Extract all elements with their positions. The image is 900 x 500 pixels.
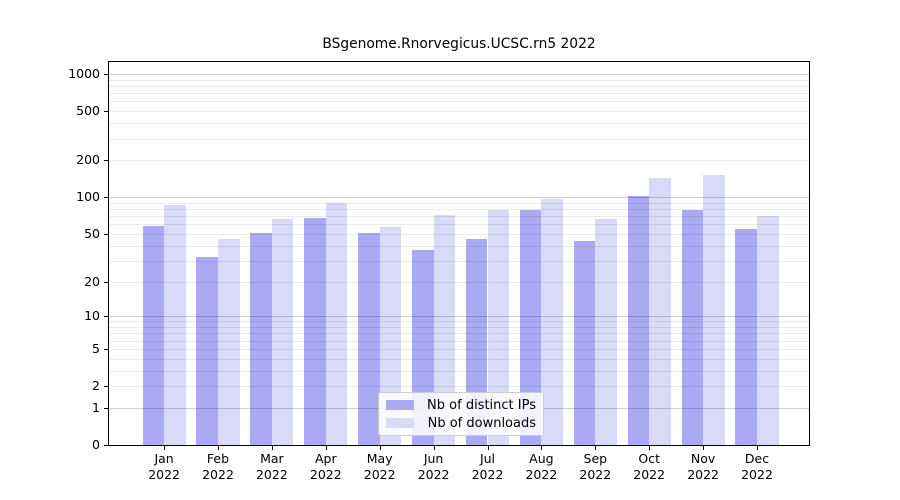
bar-distinct-ips-may: [358, 232, 380, 445]
x-tick-label-sep: Sep 2022: [579, 451, 612, 482]
bar-distinct-ips-jan: [142, 226, 165, 445]
y-tick-label: 1: [92, 399, 100, 415]
y-tick-label: 0: [92, 437, 100, 452]
y-tick: [104, 316, 108, 318]
bar-distinct-ips-sep: [573, 240, 596, 445]
x-tick: [218, 446, 219, 450]
x-tick-label-mar: Mar 2022: [255, 451, 288, 482]
bar-distinct-ips-dec: [735, 228, 757, 445]
x-tick: [433, 446, 435, 450]
chart-title: BSgenome.Rnorvegicus.UCSC.rn5 2022: [322, 36, 596, 52]
legend-row-distinct-ips: Nb of distinct IPs: [386, 398, 536, 413]
y-tick-label: 500: [76, 103, 100, 119]
bars-layer: [109, 62, 809, 445]
bar-downloads-nov: [703, 174, 725, 445]
bar-downloads-jan: [164, 205, 186, 445]
y-tick-label: 2: [92, 378, 100, 393]
bar-distinct-ips-apr: [304, 217, 326, 445]
x-tick: [164, 446, 166, 450]
x-tick-label-jul: Jul 2022: [471, 451, 504, 482]
y-tick: [104, 407, 108, 409]
y-tick: [104, 197, 108, 199]
bar-distinct-ips-mar: [250, 232, 272, 445]
bar-downloads-may: [379, 227, 402, 445]
distinct-ips-swatch: [386, 400, 414, 410]
bar-distinct-ips-feb: [196, 257, 218, 445]
bar-downloads-jul: [487, 210, 510, 445]
y-tick: [104, 386, 108, 387]
x-tick: [541, 446, 543, 450]
y-tick-label: 5: [92, 340, 100, 356]
y-tick: [104, 111, 108, 113]
downloads-swatch: [386, 418, 414, 428]
bar-downloads-mar: [271, 219, 294, 445]
bar-downloads-jun: [433, 214, 456, 445]
y-tick-label: 200: [76, 152, 100, 168]
y-tick-label: 50: [84, 225, 100, 241]
x-tick: [379, 446, 381, 450]
x-tick: [487, 446, 489, 450]
x-tick-label-jan: Jan 2022: [148, 451, 180, 482]
legend-label-distinct-ips: Nb of distinct IPs: [427, 397, 536, 413]
legend-row-downloads: Nb of downloads: [386, 416, 536, 431]
bar-distinct-ips-aug: [519, 210, 542, 445]
y-tick: [104, 233, 108, 235]
y-tick-label: 20: [84, 273, 100, 289]
y-tick: [104, 445, 108, 446]
x-tick: [757, 446, 758, 450]
legend: Nb of distinct IPs Nb of downloads: [378, 392, 544, 436]
y-tick-label: 10: [84, 308, 100, 324]
x-tick: [595, 446, 597, 450]
y-tick-label: 100: [76, 189, 100, 205]
bar-downloads-sep: [595, 219, 617, 445]
bar-distinct-ips-oct: [627, 196, 650, 445]
plot-area: [108, 61, 810, 446]
x-tick-label-dec: Dec 2022: [741, 451, 773, 482]
bar-downloads-apr: [325, 202, 348, 445]
x-tick: [271, 446, 273, 450]
bar-downloads-aug: [541, 199, 563, 445]
y-tick: [104, 74, 108, 75]
x-tick: [649, 446, 651, 450]
x-tick-label-feb: Feb 2022: [202, 451, 234, 482]
bar-downloads-oct: [649, 178, 671, 445]
bar-downloads-dec: [757, 216, 779, 445]
x-tick-label-may: May 2022: [363, 451, 396, 482]
x-tick-label-aug: Aug 2022: [525, 451, 558, 482]
x-tick-label-oct: Oct 2022: [633, 451, 666, 482]
y-tick-label: 1000: [68, 66, 100, 81]
x-tick: [325, 446, 327, 450]
x-tick-label-nov: Nov 2022: [687, 451, 719, 482]
bar-distinct-ips-nov: [681, 210, 704, 445]
x-tick: [703, 446, 705, 450]
x-tick-label-apr: Apr 2022: [309, 451, 342, 482]
legend-label-downloads: Nb of downloads: [427, 415, 536, 431]
y-tick: [104, 281, 108, 283]
y-tick: [104, 160, 108, 162]
x-tick-label-jun: Jun 2022: [417, 451, 450, 482]
y-tick: [104, 348, 108, 350]
bar-downloads-feb: [218, 239, 240, 445]
